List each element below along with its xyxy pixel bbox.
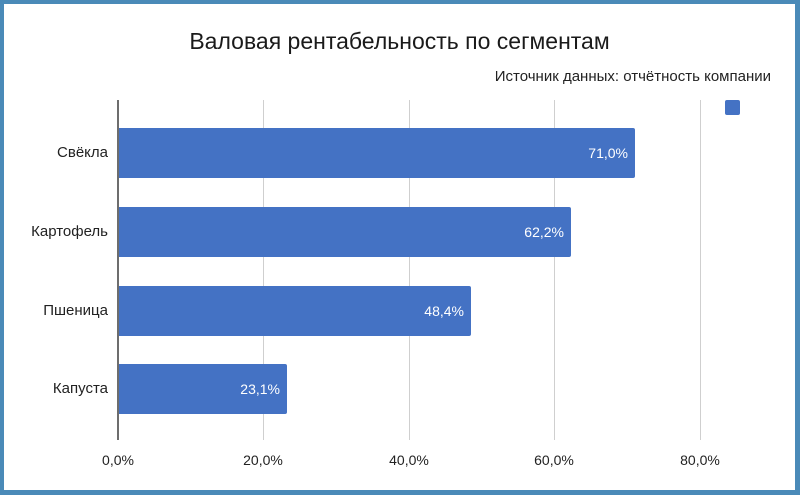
x-tick-label: 80,0% xyxy=(680,452,720,468)
gridline xyxy=(700,100,701,440)
bar-value-label: 23,1% xyxy=(240,381,280,397)
category-label: Пшеница xyxy=(43,302,108,319)
x-tick-label: 60,0% xyxy=(534,452,574,468)
chart-subtitle: Источник данных: отчётность компании xyxy=(494,68,771,85)
chart-title: Валовая рентабельность по сегментам xyxy=(189,28,610,54)
bar-value-label: 62,2% xyxy=(524,224,564,240)
bar[interactable]: 71,0% xyxy=(119,128,635,178)
bar[interactable]: 23,1% xyxy=(119,364,287,414)
bar-value-label: 48,4% xyxy=(424,303,464,319)
x-tick-label: 40,0% xyxy=(389,452,429,468)
x-tick-label: 20,0% xyxy=(243,452,283,468)
y-axis-line xyxy=(117,100,119,440)
gridline xyxy=(409,100,410,440)
category-label: Свёкла xyxy=(57,144,108,161)
bar[interactable]: 48,4% xyxy=(119,286,471,336)
bar[interactable]: 62,2% xyxy=(119,207,571,257)
bar-value-label: 71,0% xyxy=(588,145,628,161)
category-label: Картофель xyxy=(31,223,108,240)
gridline xyxy=(263,100,264,440)
gridline xyxy=(554,100,555,440)
x-tick-label: 0,0% xyxy=(102,452,134,468)
category-label: Капуста xyxy=(52,380,108,397)
legend-swatch xyxy=(725,100,740,115)
